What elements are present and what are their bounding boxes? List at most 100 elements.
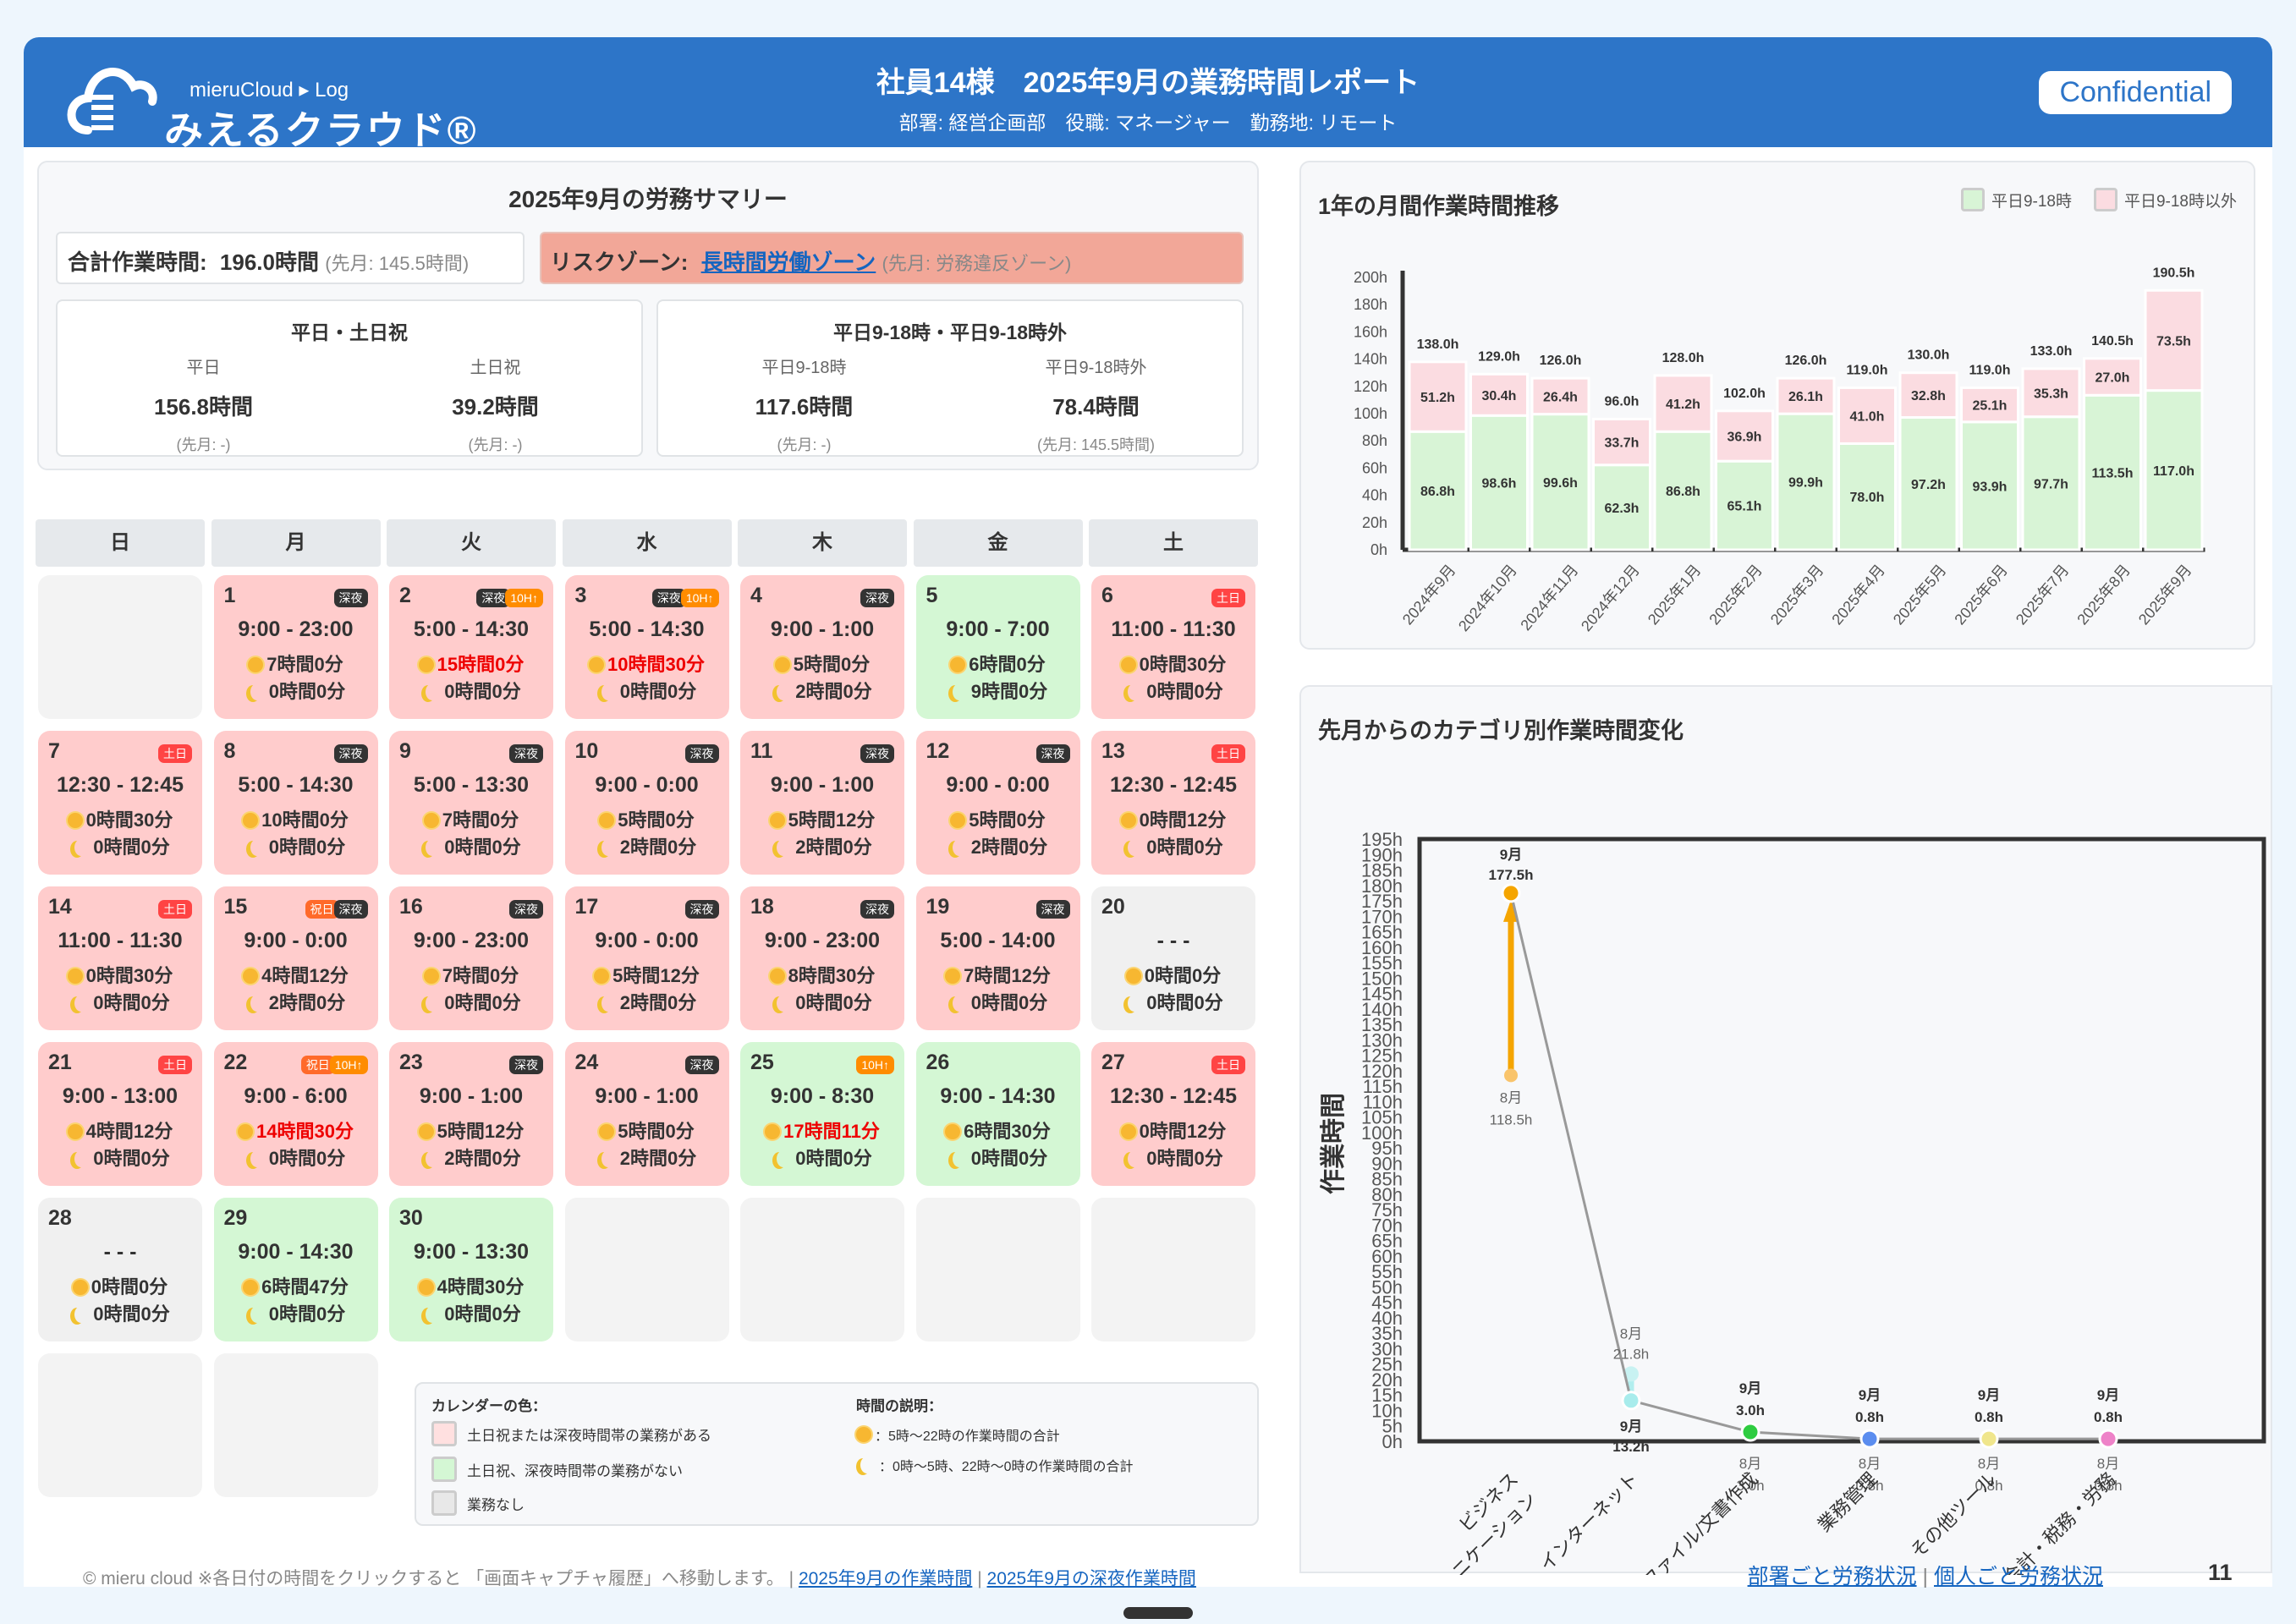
calendar-day-12[interactable]: 12 深夜 9:00 - 0:00 5時間0分 2時間0分 [915,731,1080,875]
svg-text:35.3h: 35.3h [2034,387,2068,401]
calendar-cell-empty [740,1198,904,1341]
calendar-day-17[interactable]: 17 深夜 9:00 - 0:00 5時間12分 2時間0分 [564,886,729,1030]
stat-prev: (先月: 145.5時間) [1036,436,1156,453]
work-time-range[interactable]: 12:30 - 12:45 [56,773,184,797]
individual-status-link[interactable]: 個人ごと労務状況 [1933,1565,2103,1588]
risk-prev: (先月: 労務違反ゾーン) [882,253,1072,274]
calendar-day-23[interactable]: 23 深夜 9:00 - 1:00 5時間12分 2時間0分 [389,1042,553,1186]
calendar-day-19[interactable]: 19 深夜 5:00 - 14:00 7時間12分 0時間0分 [915,886,1080,1030]
scroll-handle[interactable] [1123,1607,1193,1619]
calendar-day-20[interactable]: 20 - - - 0時間0分 0時間0分 [1091,886,1255,1030]
calendar-day-25[interactable]: 25 10H↑ 9:00 - 8:30 17時間11分 0時間0分 [740,1042,904,1186]
work-time-range[interactable]: 5:00 - 13:30 [413,773,530,797]
calendar-day-21[interactable]: 21 土日 9:00 - 13:00 4時間12分 0時間0分 [38,1042,202,1186]
work-time-range[interactable]: 9:00 - 7:00 [946,617,1050,641]
badge-night: 深夜 [509,900,543,919]
work-time-range[interactable]: - - - [103,1240,137,1264]
work-time-range[interactable]: 9:00 - 0:00 [244,929,348,952]
daytime-value: 7時間12分 [964,965,1051,986]
y-tick: 35h [1371,1323,1403,1344]
work-time-range[interactable]: 5:00 - 14:00 [940,929,1056,952]
calendar-day-6[interactable]: 6 土日 11:00 - 11:30 0時間30分 0時間0分 [1091,575,1255,719]
y-tick: 155h [1361,952,1403,974]
svg-text:2024年12月: 2024年12月 [1578,562,1643,634]
day-number: 14 [48,895,72,919]
work-time-range[interactable]: 9:00 - 1:00 [419,1084,524,1108]
stat-label: 平日9-18時外 [1045,359,1147,377]
y-tick: 160h [1354,323,1387,340]
calendar-day-24[interactable]: 24 深夜 9:00 - 1:00 5時間0分 2時間0分 [564,1042,729,1186]
moon-icon [601,839,615,856]
y-tick: 180h [1354,296,1387,313]
calendar-day-26[interactable]: 26 9:00 - 14:30 6時間30分 0時間0分 [915,1042,1080,1186]
work-time-range[interactable]: 9:00 - 0:00 [946,773,1050,797]
calendar-cell-empty [1091,1198,1255,1341]
calendar-day-15[interactable]: 15 祝日 深夜 9:00 - 0:00 4時間12分 2時間0分 [213,886,378,1030]
calendar-day-29[interactable]: 29 9:00 - 14:30 6時間47分 0時間0分 [213,1198,378,1341]
work-time-range[interactable]: 11:00 - 11:30 [1111,617,1236,641]
work-time-range[interactable]: 9:00 - 13:30 [413,1240,530,1264]
calendar-day-30[interactable]: 30 9:00 - 13:30 4時間30分 0時間0分 [389,1198,553,1341]
calendar-day-7[interactable]: 7 土日 12:30 - 12:45 0時間30分 0時間0分 [38,731,202,875]
calendar-day-27[interactable]: 27 土日 12:30 - 12:45 0時間12分 0時間0分 [1091,1042,1255,1186]
calendar-day-2[interactable]: 2 深夜 10H↑ 5:00 - 14:30 15時間0分 0時間0分 [389,575,553,719]
day-number: 22 [223,1051,248,1074]
work-time-range[interactable]: 5:00 - 14:30 [589,617,705,641]
work-time-range[interactable]: 9:00 - 23:00 [238,617,354,641]
moon-icon [250,1150,264,1167]
work-time-range[interactable]: 9:00 - 23:00 [413,929,530,952]
calendar-day-13[interactable]: 13 土日 12:30 - 12:45 0時間12分 0時間0分 [1091,731,1255,875]
calendar-day-14[interactable]: 14 土日 11:00 - 11:30 0時間30分 0時間0分 [38,886,202,1030]
work-time-range[interactable]: 9:00 - 8:30 [770,1084,875,1108]
daytime-hours: 14時間30分 [214,1116,378,1144]
y-tick: 120h [1354,378,1387,395]
night-worktime-link[interactable]: 2025年9月の深夜作業時間 [986,1569,1196,1588]
calendar-day-3[interactable]: 3 深夜 10H↑ 5:00 - 14:30 10時間30分 0時間0分 [564,575,729,719]
work-time-range[interactable]: 12:30 - 12:45 [1109,1084,1238,1108]
calendar-day-18[interactable]: 18 深夜 9:00 - 23:00 8時間30分 0時間0分 [740,886,904,1030]
calendar-day-4[interactable]: 4 深夜 9:00 - 1:00 5時間0分 2時間0分 [740,575,904,719]
calendar-day-5[interactable]: 5 9:00 - 7:00 6時間0分 9時間0分 [915,575,1080,719]
work-time-range[interactable]: 9:00 - 1:00 [770,617,875,641]
work-time-range[interactable]: 9:00 - 23:00 [764,929,881,952]
risk-zone-link[interactable]: 長時間労働ゾーン [700,250,876,275]
calendar-day-16[interactable]: 16 深夜 9:00 - 23:00 7時間0分 0時間0分 [389,886,553,1030]
daytime-hours: 4時間12分 [214,961,378,988]
day-badges: 土日 [158,744,192,763]
worktime-link[interactable]: 2025年9月の作業時間 [798,1569,973,1588]
night-hours: 0時間0分 [214,832,378,859]
night-hours: 2時間0分 [565,988,729,1015]
sun-icon [67,968,83,984]
work-time-range[interactable]: - - - [1156,929,1190,952]
calendar-day-28[interactable]: 28 - - - 0時間0分 0時間0分 [38,1198,202,1341]
y-tick: 20h [1371,1369,1403,1391]
work-time-range[interactable]: 9:00 - 1:00 [770,773,875,797]
work-time-range[interactable]: 12:30 - 12:45 [1109,773,1238,797]
department-status-link[interactable]: 部署ごと労務状況 [1747,1565,1917,1588]
legend-pink-swatch [2093,188,2117,211]
calendar-day-1[interactable]: 1 深夜 9:00 - 23:00 7時間0分 0時間0分 [213,575,378,719]
calendar-day-9[interactable]: 9 深夜 5:00 - 13:30 7時間0分 0時間0分 [389,731,553,875]
calendar-day-10[interactable]: 10 深夜 9:00 - 0:00 5時間0分 2時間0分 [564,731,729,875]
legend-moon: ：0時〜5時、22時〜0時の作業時間の合計 [856,1455,1134,1475]
calendar-day-8[interactable]: 8 深夜 5:00 - 14:30 10時間0分 0時間0分 [213,731,378,875]
daytime-hours: 0時間30分 [38,805,202,832]
daytime-hours: 4時間12分 [38,1116,202,1144]
calendar-day-22[interactable]: 22 祝日 10H↑ 9:00 - 6:00 14時間30分 0時間0分 [213,1042,378,1186]
work-time-range[interactable]: 9:00 - 0:00 [595,929,699,952]
daytime-hours: 5時間0分 [740,650,904,677]
calendar-day-11[interactable]: 11 深夜 9:00 - 1:00 5時間12分 2時間0分 [740,731,904,875]
work-time-range[interactable]: 9:00 - 14:30 [238,1240,354,1264]
work-time-range[interactable]: 9:00 - 1:00 [595,1084,699,1108]
work-time-range[interactable]: 9:00 - 6:00 [244,1084,348,1108]
work-time-range[interactable]: 9:00 - 0:00 [595,773,699,797]
moon-icon [426,995,439,1012]
work-time-range[interactable]: 5:00 - 14:30 [238,773,354,797]
moon-icon [74,839,88,856]
svg-text:86.8h: 86.8h [1666,485,1700,499]
work-time-range[interactable]: 11:00 - 11:30 [58,929,183,952]
work-time-range[interactable]: 9:00 - 14:30 [940,1084,1056,1108]
work-time-range[interactable]: 5:00 - 14:30 [413,617,530,641]
stat-in-hours: 平日9-18時 117.6時間 (先月: -) [658,354,950,455]
work-time-range[interactable]: 9:00 - 13:00 [62,1084,179,1108]
